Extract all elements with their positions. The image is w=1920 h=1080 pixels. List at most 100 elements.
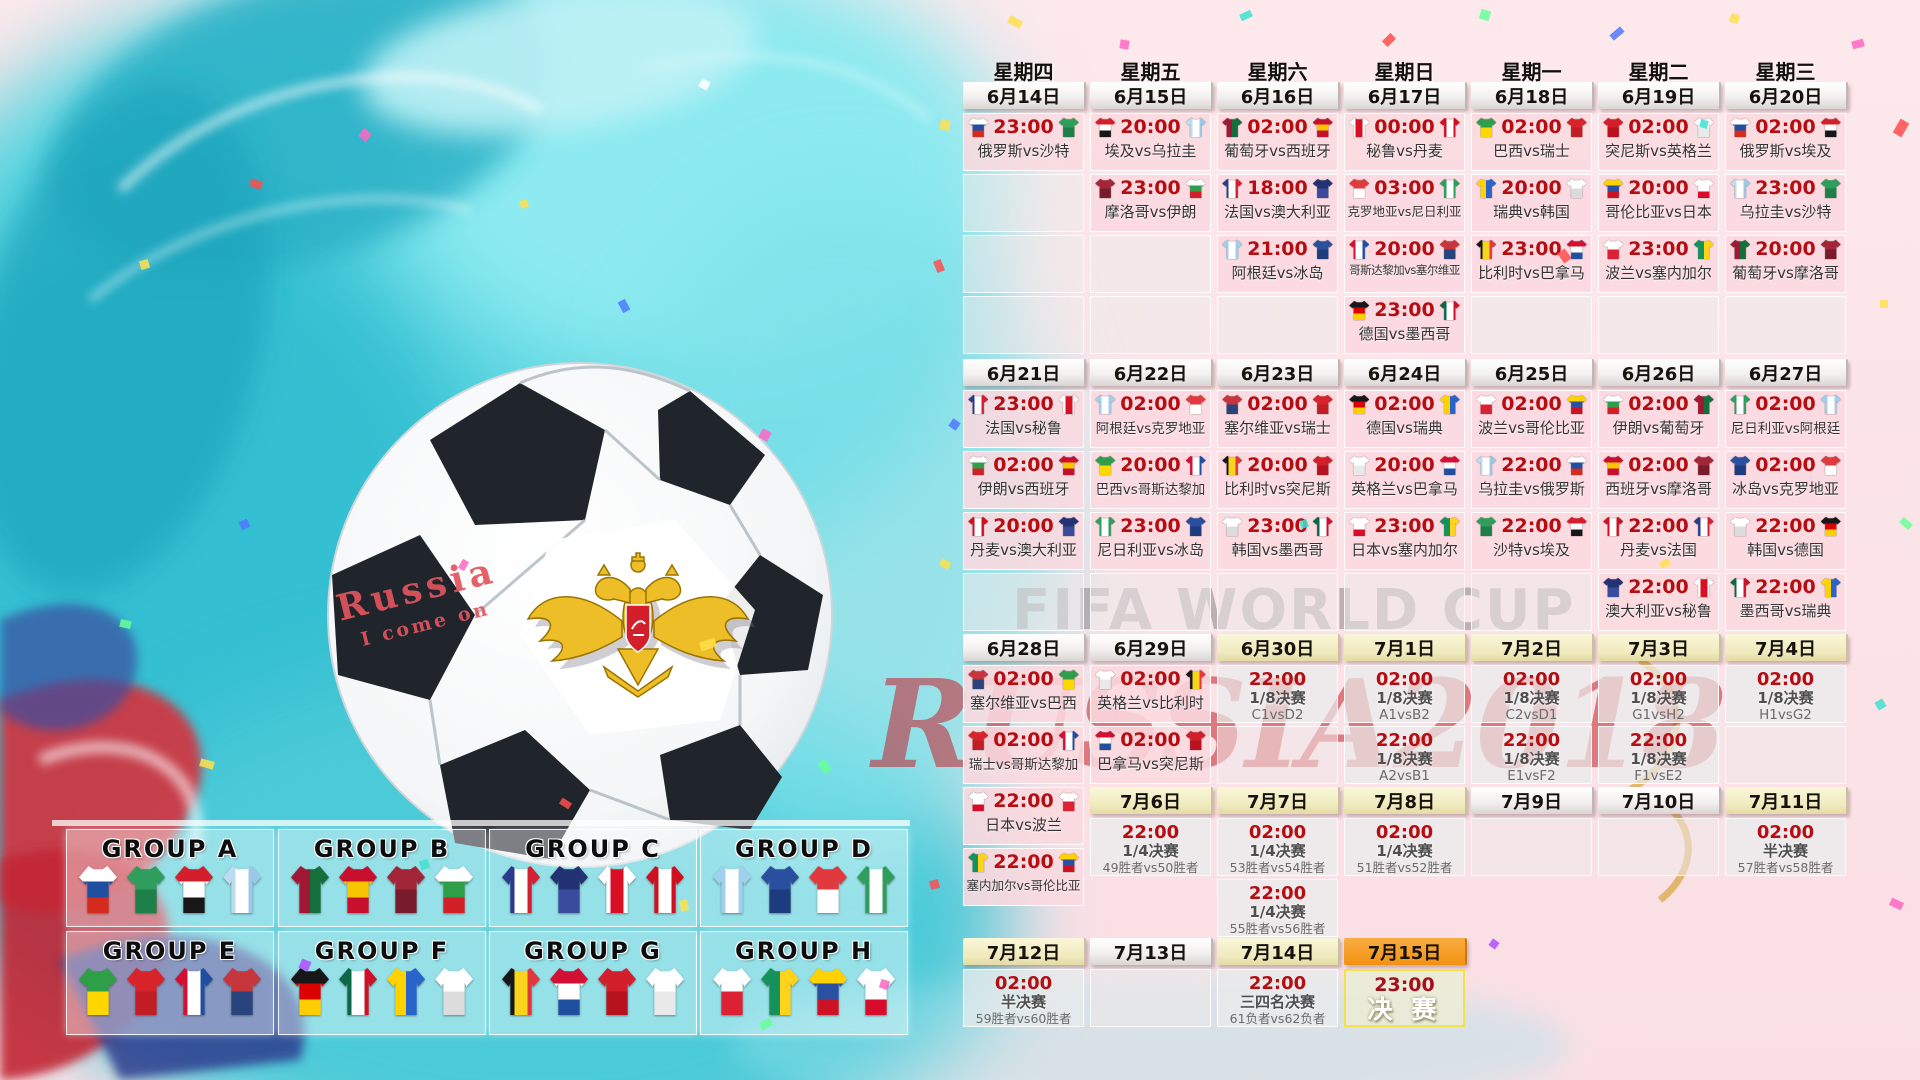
date-button[interactable]: 7月2日 [1471, 634, 1594, 661]
team-jersey-icon [1439, 517, 1460, 536]
date-button[interactable]: 6月25日 [1471, 359, 1594, 386]
date-button[interactable]: 7月12日 [963, 938, 1086, 965]
match-teams: 尼日利亚vs阿根廷 [1730, 421, 1841, 437]
knockout-pair: G1vsH2 [1632, 707, 1685, 723]
team-jersey-icon [1730, 578, 1751, 597]
match-cell: 02:00 阿根廷vs克罗地亚 [1090, 390, 1211, 448]
team-jersey-icon [1476, 395, 1497, 414]
jersey-shape [127, 866, 165, 913]
team-jersey-icon [223, 866, 261, 913]
match-teams: 墨西哥vs瑞典 [1739, 602, 1832, 620]
match-time: 02:00 [1755, 393, 1816, 415]
team-jersey-icon [968, 517, 989, 536]
match-cell: 23:00 比利时vs巴拿马 [1471, 235, 1592, 293]
match-line: 02:00 [1218, 395, 1337, 414]
date-button[interactable]: 6月20日 [1725, 82, 1848, 109]
knockout-pair: A1vsB2 [1379, 707, 1430, 723]
empty-cell [1090, 296, 1211, 354]
jersey-shape [175, 866, 213, 913]
date-button[interactable]: 7月8日 [1344, 787, 1467, 814]
team-jersey-icon [598, 866, 636, 913]
date-button[interactable]: 7月11日 [1725, 787, 1848, 814]
date-button[interactable]: 7月3日 [1598, 634, 1721, 661]
jersey-shape [1730, 118, 1751, 137]
final-label: 决 赛 [1367, 995, 1442, 1024]
jersey-shape [1185, 179, 1206, 198]
knockout-cell: 22:00 1/8决赛 F1vsE2 [1598, 726, 1719, 784]
date-button[interactable]: 6月26日 [1598, 359, 1721, 386]
jersey-shape [1730, 179, 1751, 198]
date-button[interactable]: 6月18日 [1471, 82, 1594, 109]
match-teams: 葡萄牙vs摩洛哥 [1732, 264, 1839, 282]
match-line: 20:00 [964, 517, 1083, 536]
team-jersey-icon [1312, 456, 1333, 475]
team-jersey-icon [1058, 670, 1079, 689]
date-button[interactable]: 6月30日 [1217, 634, 1340, 661]
team-jersey-icon [1222, 118, 1243, 137]
jersey-shape [435, 866, 473, 913]
jersey-shape [1439, 179, 1460, 198]
knockout-cell: 02:00 1/8决赛 G1vsH2 [1598, 665, 1719, 723]
match-cell: 02:00 尼日利亚vs阿根廷 [1725, 390, 1846, 448]
team-jersey-icon [598, 968, 636, 1015]
date-button[interactable]: 6月15日 [1090, 82, 1213, 109]
match-teams: 巴西vs瑞士 [1493, 142, 1570, 160]
jersey-shape [761, 866, 799, 913]
match-time: 02:00 [1247, 116, 1308, 138]
jersey-shape [1058, 395, 1079, 414]
match-cell: 22:00 日本vs波兰 [963, 787, 1084, 845]
knockout-time: 22:00 [1248, 973, 1307, 994]
date-button[interactable]: 7月9日 [1471, 787, 1594, 814]
date-button[interactable]: 6月22日 [1090, 359, 1213, 386]
match-line: 23:00 [1472, 240, 1591, 259]
jersey-shape [1185, 456, 1206, 475]
date-button[interactable]: 7月1日 [1344, 634, 1467, 661]
team-jersey-icon [1185, 179, 1206, 198]
date-button[interactable]: 7月15日 [1344, 938, 1467, 965]
jersey-shape [1603, 118, 1624, 137]
weekday-label: 星期二 [1628, 60, 1689, 84]
empty-cell [1217, 726, 1338, 784]
date-button[interactable]: 6月28日 [963, 634, 1086, 661]
team-jersey-icon [1730, 395, 1751, 414]
jersey-shape [1185, 118, 1206, 137]
match-line: 02:00 [1599, 456, 1718, 475]
date-button[interactable]: 7月13日 [1090, 938, 1213, 965]
date-button[interactable]: 6月29日 [1090, 634, 1213, 661]
match-cell: 20:00 瑞典vs韩国 [1471, 174, 1592, 232]
date-button[interactable]: 6月27日 [1725, 359, 1848, 386]
date-button[interactable]: 7月10日 [1598, 787, 1721, 814]
team-jersey-icon [1222, 240, 1243, 259]
date-button[interactable]: 6月16日 [1217, 82, 1340, 109]
date-button[interactable]: 7月4日 [1725, 634, 1848, 661]
jersey-shape [1058, 731, 1079, 750]
knockout-round: 1/4决赛 [1376, 842, 1433, 860]
jersey-shape [1439, 395, 1460, 414]
date-button[interactable]: 7月7日 [1217, 787, 1340, 814]
weekday-label: 星期三 [1755, 60, 1816, 84]
match-time: 22:00 [993, 851, 1054, 873]
group-title: GROUP D [735, 835, 873, 863]
match-time: 02:00 [993, 668, 1054, 690]
knockout-time: 02:00 [1756, 822, 1815, 843]
date-button[interactable]: 6月17日 [1344, 82, 1467, 109]
match-line: 22:00 [1726, 517, 1845, 536]
jersey-shape [1095, 395, 1116, 414]
jersey-shape [1095, 517, 1116, 536]
knockout-pair: 49胜者vs50胜者 [1102, 860, 1199, 875]
date-button[interactable]: 6月14日 [963, 82, 1086, 109]
team-jersey-icon [1058, 517, 1079, 536]
match-line: 02:00 [1091, 670, 1210, 689]
date-button[interactable]: 6月21日 [963, 359, 1086, 386]
date-button[interactable]: 7月14日 [1217, 938, 1340, 965]
date-button[interactable]: 6月19日 [1598, 82, 1721, 109]
jersey-shape [1312, 179, 1333, 198]
date-button[interactable]: 6月24日 [1344, 359, 1467, 386]
date-button[interactable]: 6月23日 [1217, 359, 1340, 386]
match-cell: 02:00 塞尔维亚vs瑞士 [1217, 390, 1338, 448]
match-cell: 02:00 突尼斯vs英格兰 [1598, 113, 1719, 171]
date-button[interactable]: 7月6日 [1090, 787, 1213, 814]
jersey-shape [1476, 517, 1497, 536]
knockout-time: 02:00 [1502, 669, 1561, 690]
